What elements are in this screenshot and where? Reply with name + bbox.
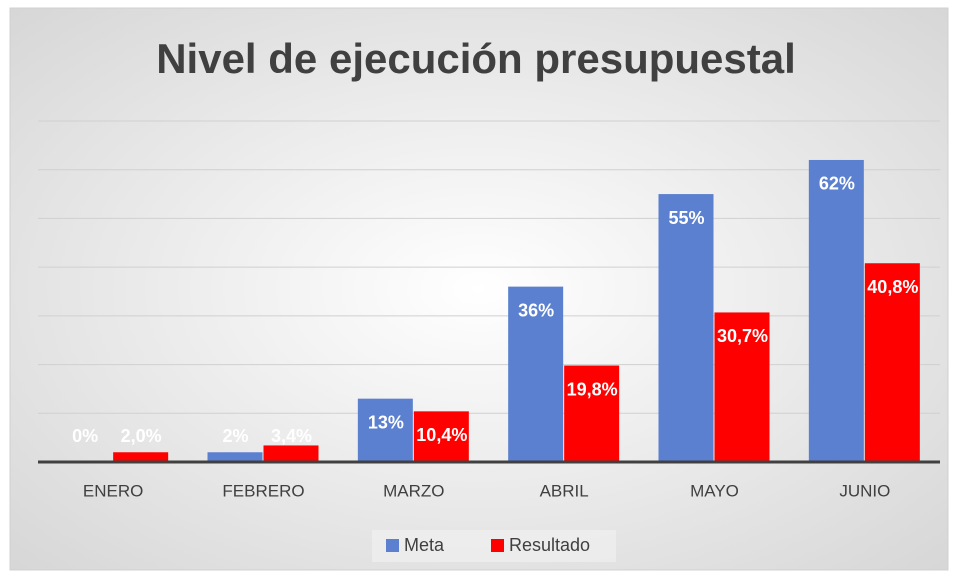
x-tick-label: MAYO [690, 481, 739, 500]
chart-title: Nivel de ejecución presupuestal [156, 35, 796, 82]
bar [564, 365, 620, 462]
bar [658, 194, 714, 463]
legend-swatch [491, 539, 504, 552]
bar [864, 263, 920, 462]
x-tick-label: ABRIL [540, 481, 589, 500]
data-label: 2,0% [121, 426, 162, 446]
legend-label: Resultado [509, 535, 590, 555]
data-label: 36% [518, 300, 554, 320]
data-label: 0% [72, 426, 98, 446]
legend-swatch [386, 539, 399, 552]
x-tick-label: JUNIO [839, 481, 890, 500]
bar [207, 452, 263, 462]
data-label: 19,8% [567, 379, 618, 399]
bar [357, 398, 413, 462]
bar [808, 159, 864, 462]
data-label: 30,7% [717, 326, 768, 346]
data-label: 62% [819, 174, 855, 194]
bar [113, 452, 169, 462]
bar [413, 411, 469, 462]
data-label: 55% [668, 208, 704, 228]
data-label: 10,4% [416, 425, 467, 445]
bar [263, 445, 319, 462]
chart-frame [9, 7, 949, 571]
data-label: 2% [222, 426, 248, 446]
data-label: 3,4% [271, 426, 312, 446]
x-tick-label: ENERO [83, 481, 143, 500]
data-label: 13% [368, 412, 404, 432]
legend-label: Meta [404, 535, 445, 555]
data-label: 40,8% [867, 277, 918, 297]
x-tick-label: FEBRERO [222, 481, 304, 500]
x-tick-label: MARZO [383, 481, 444, 500]
bar [714, 312, 770, 462]
bar [508, 286, 564, 462]
